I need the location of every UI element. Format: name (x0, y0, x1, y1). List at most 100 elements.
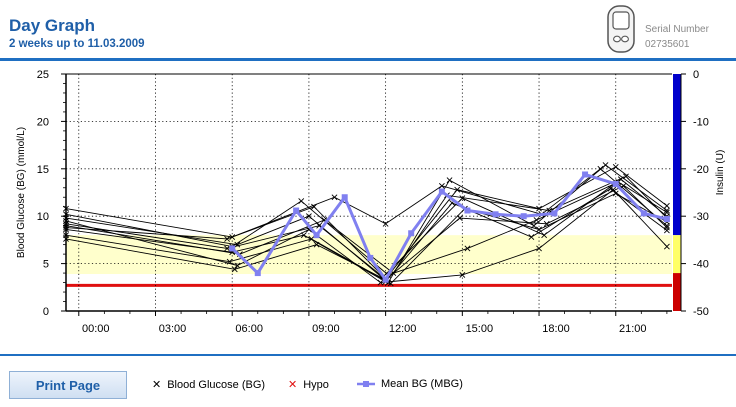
bg-point-marker (663, 224, 670, 231)
y-tick-label: 20 (37, 116, 49, 128)
legend-mbg-label: Mean BG (MBG) (381, 378, 463, 390)
bg-series-line (65, 188, 668, 283)
bg-point-marker (459, 272, 466, 278)
bg-point-marker (663, 243, 670, 250)
bg-point-marker (300, 232, 307, 239)
bg-point-marker (610, 186, 617, 193)
day-graph-chart: 0 5 10 15 20 25 00:00 03:00 06:00 09:00 12:00 15:00… (16, 69, 726, 335)
y2-tick-label: -10 (693, 116, 709, 128)
legend-item-hypo: ✕ Hypo (288, 378, 329, 391)
bg-series-line (65, 181, 668, 276)
mean-bg-marker (341, 194, 348, 201)
bg-point-marker (234, 262, 241, 269)
mean-bg-marker (464, 207, 471, 214)
y-tick-label: 5 (43, 259, 49, 271)
footer-divider (0, 354, 736, 356)
mean-bg-marker (438, 188, 445, 195)
y-tick-label: 10 (37, 211, 49, 223)
plot-area (66, 74, 672, 311)
page-title: Day Graph (9, 16, 95, 35)
bg-point-marker (536, 226, 542, 233)
x-tick-label: 21:00 (619, 323, 647, 335)
mean-bg-marker (382, 276, 389, 283)
x-tick-label: 15:00 (466, 323, 494, 335)
cross-marker-icon: ✕ (152, 379, 162, 391)
bg-point-marker (663, 202, 670, 209)
bg-point-marker (464, 245, 471, 252)
bg-point-marker (298, 198, 305, 204)
bg-point-marker (543, 220, 550, 227)
x-tick-label: 03:00 (159, 323, 187, 335)
mean-bg-marker (408, 230, 415, 237)
insulin-scale-band (673, 74, 681, 236)
bg-point-marker (663, 209, 670, 216)
bg-point-marker (623, 173, 629, 180)
legend-item-bg: ✕ Blood Glucose (BG) (152, 378, 265, 391)
bg-point-marker (602, 162, 609, 168)
bg-series-line (65, 164, 668, 284)
bg-point-marker (313, 241, 320, 248)
serial-number-label: Serial Number (645, 24, 709, 35)
bg-point-marker (663, 207, 670, 214)
bg-point-marker (454, 186, 461, 193)
hypo-cross-icon: ✕ (288, 379, 298, 391)
mean-bg-marker (582, 171, 589, 178)
serial-number-value: 02735601 (645, 39, 690, 50)
x-tick-label: 18:00 (542, 323, 570, 335)
bg-point-marker (382, 220, 389, 227)
y-tick-label: 0 (43, 306, 49, 318)
bg-point-marker (331, 194, 338, 201)
mean-bg-marker (612, 180, 619, 187)
mean-bg-marker (293, 207, 300, 214)
y2-axis-title: Insulin (U) (715, 150, 726, 196)
mean-line-icon (357, 381, 375, 388)
header-divider (0, 58, 736, 61)
mean-bg-marker (520, 213, 527, 220)
mean-bg-marker (229, 245, 236, 252)
bg-point-marker (663, 222, 670, 229)
print-page-button[interactable]: Print Page (9, 371, 127, 399)
bg-point-marker (224, 245, 231, 252)
y2-tick-label: 0 (693, 69, 699, 81)
mean-bg-marker (254, 270, 261, 277)
bg-point-marker (224, 236, 231, 242)
bg-point-marker (597, 165, 604, 172)
bg-point-marker (308, 236, 315, 242)
glucose-meter-icon (607, 5, 635, 53)
bg-series-line (65, 189, 668, 284)
x-tick-label: 09:00 (312, 323, 340, 335)
bg-point-marker (536, 245, 542, 252)
bg-point-marker (456, 215, 463, 222)
bg-point-marker (231, 266, 238, 273)
bg-point-marker (533, 217, 540, 223)
mean-bg-marker (551, 210, 558, 217)
page-subtitle: 2 weeks up to 11.03.2009 (9, 38, 145, 50)
bg-point-marker (446, 177, 453, 184)
x-tick-label: 00:00 (82, 323, 110, 335)
insulin-scale-band (673, 273, 681, 311)
bg-point-marker (541, 232, 548, 239)
x-tick-label: 06:00 (235, 323, 263, 335)
legend-hypo-label: Hypo (303, 379, 329, 391)
mean-bg-marker (640, 210, 647, 217)
legend-item-mbg: Mean BG (MBG) (357, 378, 463, 390)
y-tick-label: 15 (37, 164, 49, 176)
y-tick-label: 25 (37, 69, 49, 81)
mean-bg-marker (367, 254, 374, 261)
bg-point-marker (612, 190, 619, 197)
bg-point-marker (305, 213, 312, 220)
insulin-scale-band (673, 235, 681, 274)
bg-point-marker (612, 163, 619, 170)
legend-bg-label: Blood Glucose (BG) (167, 379, 266, 391)
mean-bg-marker (663, 216, 670, 223)
bg-point-marker (459, 195, 466, 202)
y2-tick-label: -50 (693, 306, 709, 318)
y2-tick-label: -20 (693, 164, 709, 176)
bg-point-marker (377, 279, 384, 286)
bg-point-marker (438, 182, 445, 189)
bg-point-marker (528, 234, 535, 240)
y2-tick-label: -40 (693, 259, 709, 271)
mean-bg-marker (313, 232, 320, 239)
mean-bg-marker (492, 211, 499, 218)
y2-tick-label: -30 (693, 211, 709, 223)
